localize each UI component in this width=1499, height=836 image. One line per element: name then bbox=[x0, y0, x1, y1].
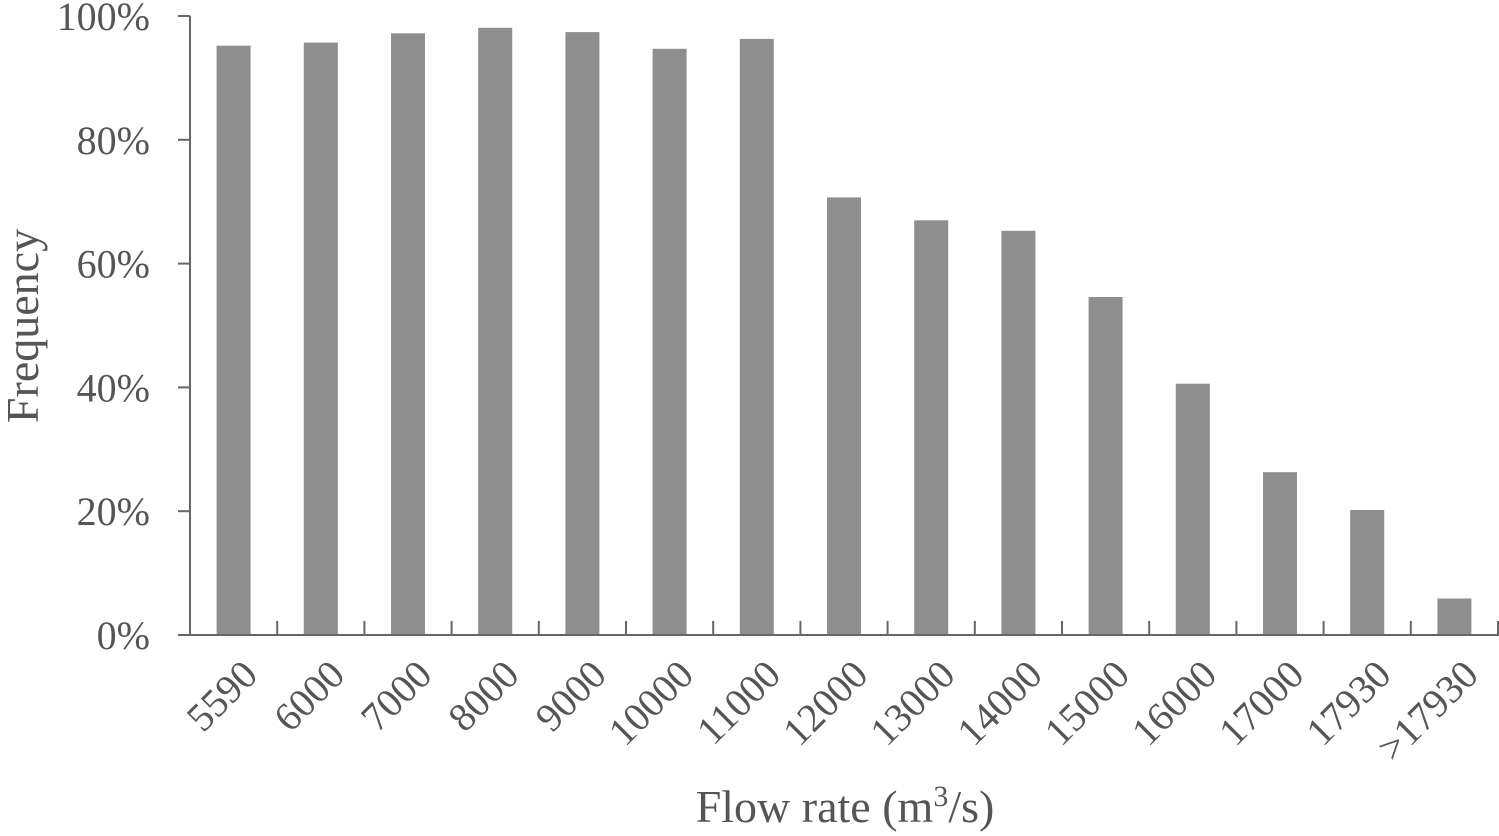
y-tick-label: 20% bbox=[77, 489, 150, 534]
bar-16000 bbox=[1175, 383, 1210, 635]
bar-17930 bbox=[1350, 510, 1385, 635]
x-axis-title-main: Flow rate (m bbox=[696, 781, 934, 832]
x-tick-label: 13000 bbox=[861, 652, 964, 755]
x-tick-label: 16000 bbox=[1123, 652, 1226, 755]
x-tick-label: 9000 bbox=[526, 652, 614, 740]
x-tick-label: 7000 bbox=[352, 652, 440, 740]
y-ticks-group: 0% 20% 40% 60% 80% 100% bbox=[57, 0, 190, 658]
bar-12000 bbox=[827, 197, 861, 635]
bar-13000 bbox=[914, 220, 949, 636]
bar-10000 bbox=[652, 48, 687, 636]
bar-6000 bbox=[303, 42, 338, 636]
x-tick-label: 12000 bbox=[774, 652, 877, 755]
axes-group bbox=[189, 16, 1499, 636]
y-tick-label: 100% bbox=[57, 0, 150, 39]
y-tick-label: 80% bbox=[77, 118, 150, 163]
x-tick-label: 14000 bbox=[948, 652, 1051, 755]
bar-8000 bbox=[478, 27, 513, 636]
bar-11000 bbox=[739, 38, 774, 635]
bar-15000 bbox=[1088, 297, 1123, 635]
y-tick-label: 60% bbox=[77, 242, 150, 287]
bar-7000 bbox=[391, 33, 425, 636]
x-axis-title-tail: /s) bbox=[948, 781, 994, 832]
x-axis-title-superscript: 3 bbox=[933, 780, 948, 813]
y-tick-label: 0% bbox=[97, 613, 150, 658]
bar-5590 bbox=[216, 45, 251, 635]
x-tick-label: 5590 bbox=[178, 652, 266, 740]
x-tick-label: 6000 bbox=[265, 652, 353, 740]
bar-17000 bbox=[1263, 472, 1297, 635]
bars-group bbox=[216, 27, 1472, 636]
x-ticks-group: 5590600070008000900010000110001200013000… bbox=[178, 621, 1499, 770]
x-tick-label: 17000 bbox=[1210, 652, 1313, 755]
x-axis-title: Flow rate (m3/s) bbox=[696, 780, 995, 832]
bar-9000 bbox=[565, 32, 600, 636]
bar->17930 bbox=[1437, 598, 1472, 635]
bar-14000 bbox=[1001, 230, 1036, 636]
x-tick-label: 10000 bbox=[599, 652, 702, 755]
x-tick-label: >17930 bbox=[1368, 652, 1486, 770]
y-axis-title: Frequency bbox=[0, 229, 48, 423]
x-tick-label: 15000 bbox=[1035, 652, 1138, 755]
x-tick-label: 11000 bbox=[688, 652, 789, 753]
x-tick-label: 8000 bbox=[439, 652, 527, 740]
y-tick-label: 40% bbox=[77, 365, 150, 410]
